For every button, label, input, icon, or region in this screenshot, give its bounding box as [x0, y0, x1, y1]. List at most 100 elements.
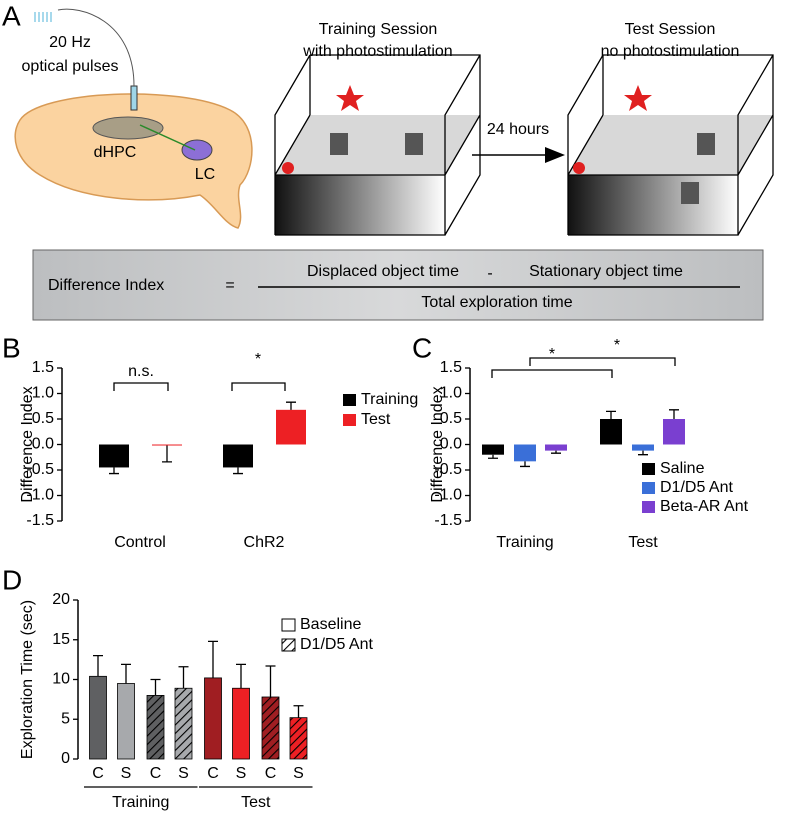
- training-arena: Training Session with photostimulation: [274, 21, 481, 236]
- bar: [545, 444, 567, 451]
- annotation: *: [255, 351, 261, 368]
- bar: [289, 717, 308, 760]
- object: [697, 133, 715, 155]
- optic-fiber: [130, 85, 138, 111]
- light-cue: [573, 162, 585, 174]
- session-subtitle: no photostimulation: [601, 43, 740, 60]
- numerator-term: Stationary object time: [529, 263, 683, 280]
- x-tick-label: C: [207, 765, 219, 782]
- legend-label: Training: [361, 391, 418, 408]
- panel-label: A: [2, 0, 21, 31]
- y-tick-label: -0.5: [434, 461, 462, 478]
- light-cue: [282, 162, 294, 174]
- denominator: Total exploration time: [421, 294, 572, 311]
- y-tick-label: 0: [61, 750, 70, 767]
- legend-swatch: [343, 394, 356, 406]
- bar: [232, 687, 250, 760]
- legend-label: Baseline: [300, 616, 361, 633]
- legend-swatch: [281, 638, 296, 652]
- session-subtitle: with photostimulation: [302, 43, 452, 60]
- error-bar: [233, 467, 243, 475]
- x-tick-label: Control: [114, 534, 166, 551]
- bar: [99, 444, 129, 468]
- hippocampus: [92, 116, 164, 140]
- bar: [146, 695, 165, 760]
- y-tick-label: 15: [52, 631, 70, 648]
- arena-front: [568, 175, 738, 235]
- object: [405, 133, 423, 155]
- legend-label: D1/D5 Ant: [660, 479, 733, 496]
- y-axis-label: Exploration Time (sec): [19, 600, 36, 759]
- bar: [117, 683, 135, 760]
- arena-edges: [567, 54, 774, 236]
- y-tick-label: -0.5: [26, 461, 54, 478]
- error-bar: [93, 655, 103, 677]
- error-bar: [606, 410, 616, 419]
- session-title: Training Session: [319, 21, 438, 38]
- y-tick-label: 20: [52, 591, 70, 608]
- stim-type: optical pulses: [22, 58, 119, 75]
- brain-diagram: 20 Hz optical pulses dHPC LC: [14, 8, 253, 229]
- y-tick-label: 0.0: [32, 436, 54, 453]
- y-tick-label: 0.5: [440, 410, 462, 427]
- minus: -: [487, 265, 492, 282]
- panel-label: D: [2, 564, 22, 595]
- y-tick-label: 10: [52, 671, 70, 688]
- y-tick-label: -1.0: [434, 487, 462, 504]
- bar: [261, 696, 280, 760]
- x-tick-label: C: [265, 765, 277, 782]
- star-cue: [336, 85, 364, 111]
- legend-label: Saline: [660, 460, 705, 477]
- legend-label: Beta-AR Ant: [660, 498, 749, 515]
- y-tick-label: 5: [61, 710, 70, 727]
- legend-swatch: [281, 618, 296, 632]
- error-bar: [488, 454, 498, 459]
- legend-label: Test: [361, 411, 391, 428]
- error-bar: [208, 640, 218, 678]
- panel-label: C: [412, 332, 432, 363]
- delay-label: 24 hours: [487, 121, 549, 138]
- y-tick-label: -1.0: [26, 487, 54, 504]
- y-tick-label: 0.0: [440, 436, 462, 453]
- legend-swatch: [343, 414, 356, 426]
- bar: [276, 409, 306, 445]
- bar: [663, 419, 685, 445]
- annotation: *: [549, 346, 555, 363]
- bar: [514, 444, 536, 462]
- arena-floor: [568, 115, 773, 175]
- bracket: [491, 369, 613, 378]
- bar: [223, 444, 253, 468]
- region-label: LC: [195, 166, 215, 183]
- x-tick-label: Test: [628, 534, 658, 551]
- bar: [600, 419, 622, 445]
- legend-swatch: [642, 482, 655, 494]
- x-tick-label: C: [150, 765, 162, 782]
- delay-arrow: 24 hours: [472, 121, 565, 163]
- arena-edges: [274, 54, 481, 236]
- bracket: [529, 357, 676, 366]
- bracket: [113, 382, 169, 391]
- region-label: dHPC: [94, 144, 137, 161]
- x-tick-label: S: [121, 765, 132, 782]
- y-tick-label: 1.0: [32, 385, 54, 402]
- error-bar: [265, 665, 276, 697]
- equation: Difference Index = Displaced object time…: [32, 249, 764, 321]
- x-tick-label: ChR2: [244, 534, 285, 551]
- bar: [204, 677, 222, 760]
- annotation: *: [614, 337, 620, 354]
- x-tick-label: Training: [496, 534, 553, 551]
- group-label: Training: [112, 794, 169, 811]
- x-tick-label: S: [236, 765, 247, 782]
- y-tick-label: -1.5: [434, 512, 462, 529]
- error-bar: [121, 663, 131, 684]
- stim-rate: 20 Hz: [49, 34, 91, 51]
- panel-labels: A B C D: [2, 0, 432, 595]
- legend-swatch: [642, 463, 655, 475]
- x-tick-label: S: [293, 765, 304, 782]
- pulses: [34, 12, 52, 22]
- equation-lhs: Difference Index: [48, 277, 164, 294]
- numerator-term: Displaced object time: [307, 263, 459, 280]
- projection: [139, 124, 196, 151]
- error-bar: [178, 666, 189, 689]
- object: [330, 133, 348, 155]
